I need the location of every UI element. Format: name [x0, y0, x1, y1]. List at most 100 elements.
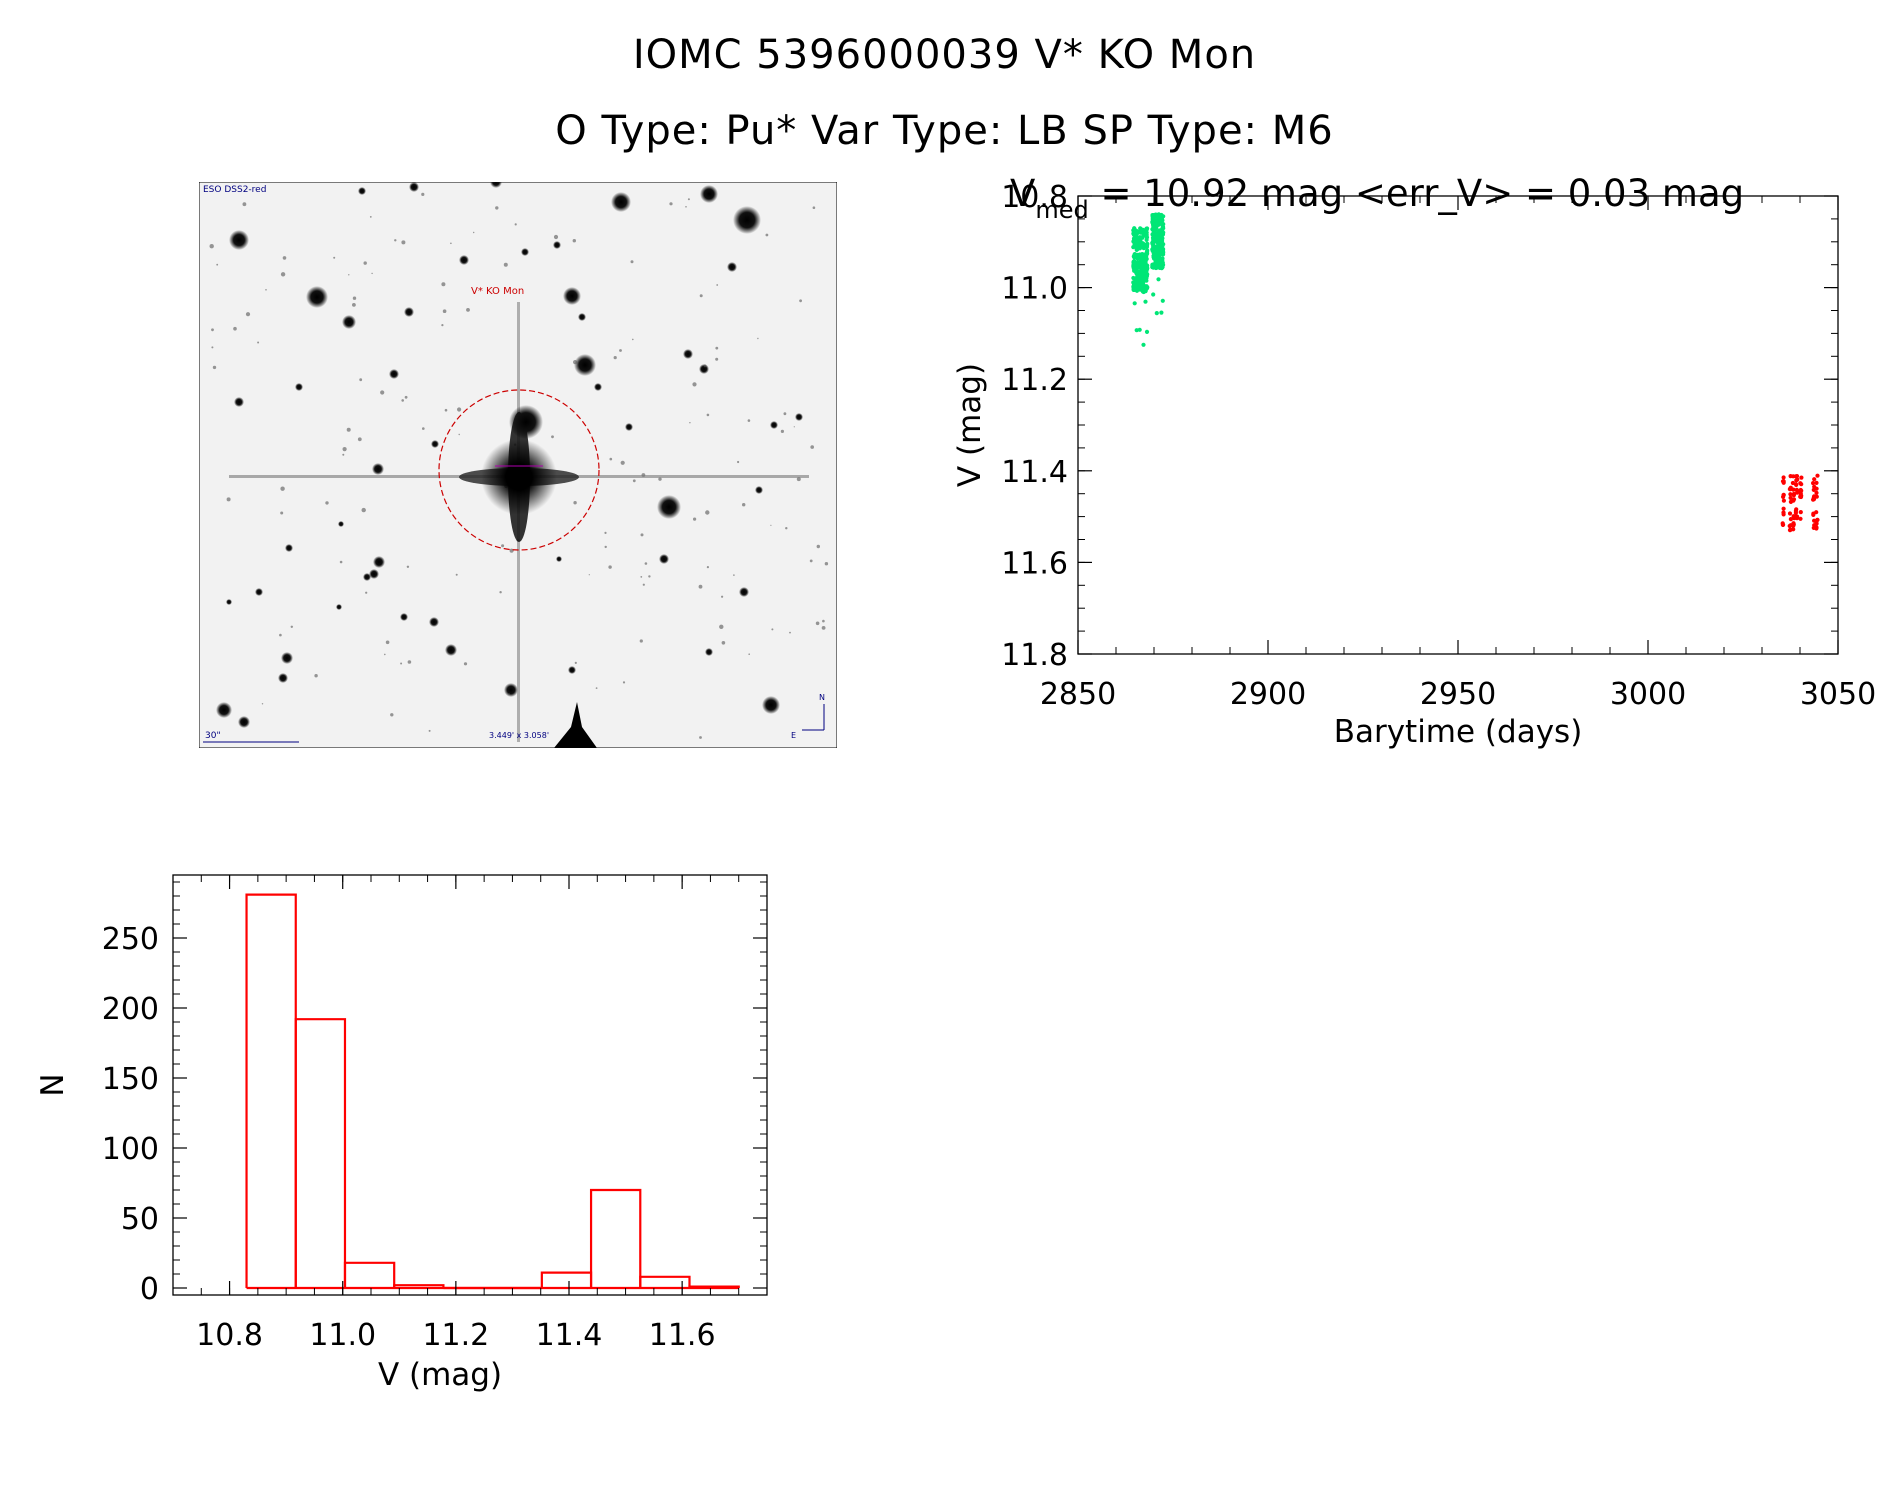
faint-star: [793, 426, 795, 428]
data-point: [1132, 301, 1137, 306]
faint-star: [342, 453, 345, 456]
scale-label: 30": [205, 731, 221, 741]
star: [594, 383, 602, 391]
faint-star: [642, 583, 645, 586]
data-point: [1799, 475, 1804, 480]
faint-star: [632, 479, 636, 483]
faint-star: [384, 653, 386, 656]
plot-title: IOMC 5396000039 V* KO Mon: [632, 32, 1257, 78]
star: [625, 423, 633, 431]
faint-star: [604, 531, 607, 534]
data-point: [1151, 253, 1156, 258]
east-label: E: [791, 731, 796, 740]
star: [727, 262, 737, 272]
faint-star: [721, 595, 724, 598]
data-point: [1145, 251, 1150, 256]
data-point: [1151, 213, 1156, 218]
data-point: [1138, 265, 1143, 270]
data-point: [1798, 481, 1803, 486]
magnitude-histogram: 10.8 11.0 11.2 11.4 11.6 0 50 100 150 200 250 V (ma…: [40, 874, 768, 1393]
data-point: [1794, 507, 1799, 512]
faint-star: [748, 653, 750, 655]
light-curve-chart: Vmed = 10.92 mag <err_V> = 0.03 mag 2850 2…: [952, 172, 1876, 750]
faint-star: [658, 477, 662, 481]
data-point: [1154, 260, 1159, 266]
star: [306, 286, 328, 308]
target-marker-circle: [438, 389, 600, 551]
faint-star: [692, 382, 697, 387]
survey-label: ESO DSS2-red: [203, 185, 266, 195]
faint-star: [212, 365, 217, 370]
faint-star: [574, 661, 577, 664]
sky-stars: [209, 182, 829, 748]
faint-star: [365, 591, 368, 594]
series-red: [1780, 473, 1820, 533]
star: [683, 349, 693, 359]
y-tick-label: 100: [102, 1132, 159, 1167]
faint-star: [257, 341, 260, 344]
data-point: [1793, 510, 1798, 515]
data-point: [1157, 250, 1162, 255]
faint-star: [622, 681, 626, 684]
data-point: [1156, 277, 1161, 282]
faint-star: [640, 576, 643, 578]
faint-star: [815, 621, 820, 626]
faint-star: [771, 628, 774, 631]
star: [338, 521, 344, 527]
north-label: N: [819, 693, 825, 702]
faint-star: [824, 562, 829, 566]
data-point: [1144, 278, 1149, 283]
faint-star: [325, 501, 329, 505]
data-point: [1141, 268, 1146, 273]
star: [336, 604, 342, 610]
faint-star: [401, 240, 406, 245]
histogram-bar: [393, 1284, 445, 1288]
faint-star: [280, 272, 286, 277]
faint-star: [357, 437, 362, 442]
compass: N E: [791, 693, 825, 740]
faint-star: [703, 364, 707, 368]
faint-star: [466, 308, 470, 312]
faint-star: [501, 544, 505, 548]
faint-star: [640, 533, 644, 537]
data-point: [1781, 494, 1786, 499]
data-point: [1135, 229, 1140, 234]
star: [216, 702, 232, 718]
faint-star: [719, 624, 724, 629]
y-tick-label: 11.8: [1001, 638, 1068, 673]
faint-star: [757, 337, 759, 340]
faint-star: [422, 427, 425, 430]
faint-star: [706, 566, 709, 569]
faint-star: [404, 395, 408, 399]
data-point: [1788, 486, 1793, 491]
data-point: [1795, 477, 1800, 482]
data-point: [1134, 260, 1139, 265]
star: [795, 413, 803, 421]
star: [657, 495, 681, 519]
faint-star: [261, 703, 264, 705]
star: [295, 383, 303, 391]
faint-star: [495, 206, 499, 210]
data-point: [1137, 275, 1142, 280]
data-point: [1140, 279, 1145, 284]
data-point: [1161, 222, 1166, 227]
x-tick-label: 3000: [1610, 677, 1686, 712]
star: [255, 588, 263, 596]
x-tick-label: 2850: [1040, 677, 1116, 712]
star: [445, 644, 457, 656]
histogram-bar: [540, 1271, 593, 1288]
data-point: [1781, 506, 1786, 511]
data-point: [1811, 497, 1816, 502]
faint-star: [407, 660, 412, 664]
faint-star: [812, 206, 816, 209]
target-star: [229, 302, 809, 742]
data-point: [1132, 227, 1137, 232]
star: [369, 569, 379, 579]
data-point: [1160, 238, 1165, 244]
data-point: [1814, 521, 1819, 526]
data-point: [1151, 222, 1156, 228]
data-point: [1812, 477, 1817, 482]
plot-frame: [1077, 195, 1839, 655]
star: [563, 287, 581, 305]
star: [762, 696, 780, 714]
